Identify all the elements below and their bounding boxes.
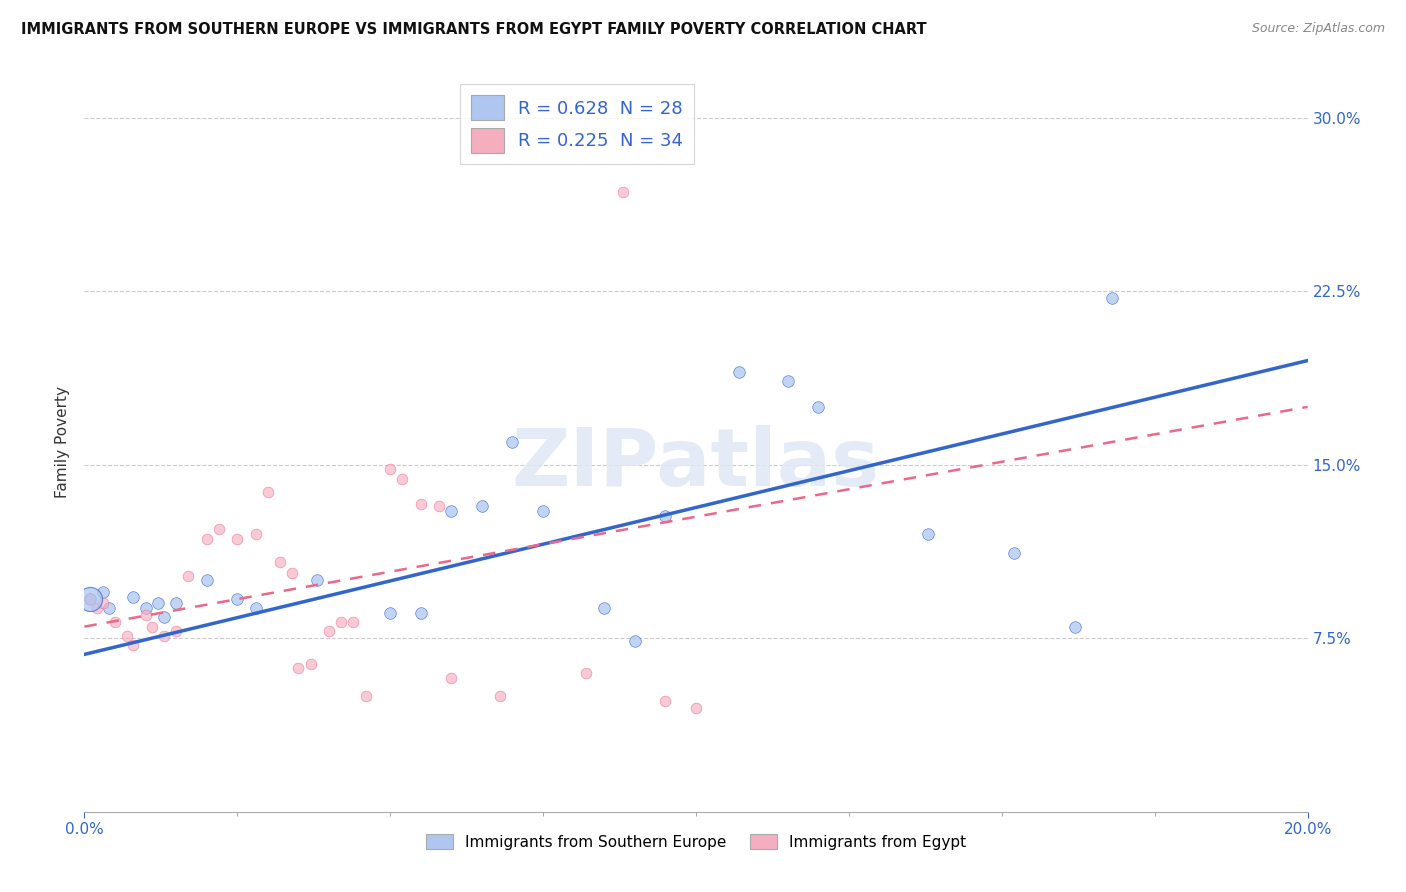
Point xyxy=(342,615,364,629)
Point xyxy=(79,591,101,606)
Point xyxy=(141,619,163,633)
Point xyxy=(208,523,231,537)
Point xyxy=(135,601,157,615)
Point xyxy=(1002,545,1025,560)
Point xyxy=(79,591,101,606)
Point xyxy=(153,629,176,643)
Point xyxy=(354,689,377,703)
Point xyxy=(624,633,647,648)
Point xyxy=(245,527,267,541)
Point xyxy=(135,608,157,623)
Point xyxy=(153,610,176,624)
Point xyxy=(245,601,267,615)
Text: IMMIGRANTS FROM SOUTHERN EUROPE VS IMMIGRANTS FROM EGYPT FAMILY POVERTY CORRELAT: IMMIGRANTS FROM SOUTHERN EUROPE VS IMMIG… xyxy=(21,22,927,37)
Text: ZIPatlas: ZIPatlas xyxy=(512,425,880,503)
Point xyxy=(502,434,524,449)
Point xyxy=(409,606,432,620)
Y-axis label: Family Poverty: Family Poverty xyxy=(55,385,70,498)
Point xyxy=(165,624,187,639)
Point xyxy=(269,555,291,569)
Point xyxy=(489,689,512,703)
Point xyxy=(727,365,749,379)
Point xyxy=(1064,619,1087,633)
Point xyxy=(330,615,353,629)
Point xyxy=(257,485,280,500)
Point xyxy=(91,585,114,599)
Point xyxy=(654,694,676,708)
Point xyxy=(471,500,494,514)
Point xyxy=(654,508,676,523)
Point xyxy=(440,671,463,685)
Point xyxy=(427,500,450,514)
Point xyxy=(115,629,138,643)
Point xyxy=(226,591,249,606)
Point xyxy=(391,472,413,486)
Point xyxy=(104,615,127,629)
Point xyxy=(776,375,799,389)
Point xyxy=(575,665,598,680)
Point xyxy=(318,624,340,639)
Point xyxy=(917,527,939,541)
Point xyxy=(807,400,830,414)
Point xyxy=(195,532,218,546)
Point xyxy=(612,185,634,199)
Legend: Immigrants from Southern Europe, Immigrants from Egypt: Immigrants from Southern Europe, Immigra… xyxy=(419,828,973,856)
Point xyxy=(122,590,145,604)
Point xyxy=(380,462,402,476)
Point xyxy=(380,606,402,620)
Point xyxy=(177,568,200,582)
Point xyxy=(226,532,249,546)
Point xyxy=(146,597,169,611)
Point xyxy=(685,700,707,714)
Point xyxy=(409,497,432,511)
Point xyxy=(86,601,108,615)
Point xyxy=(287,661,309,675)
Point xyxy=(195,574,218,588)
Point xyxy=(440,504,463,518)
Point xyxy=(305,574,328,588)
Point xyxy=(299,657,322,671)
Text: Source: ZipAtlas.com: Source: ZipAtlas.com xyxy=(1251,22,1385,36)
Point xyxy=(593,601,616,615)
Point xyxy=(1101,291,1123,305)
Point xyxy=(97,601,120,615)
Point xyxy=(281,566,304,581)
Point xyxy=(165,597,187,611)
Point xyxy=(531,504,554,518)
Point xyxy=(91,597,114,611)
Point xyxy=(122,638,145,652)
Point xyxy=(79,591,101,606)
